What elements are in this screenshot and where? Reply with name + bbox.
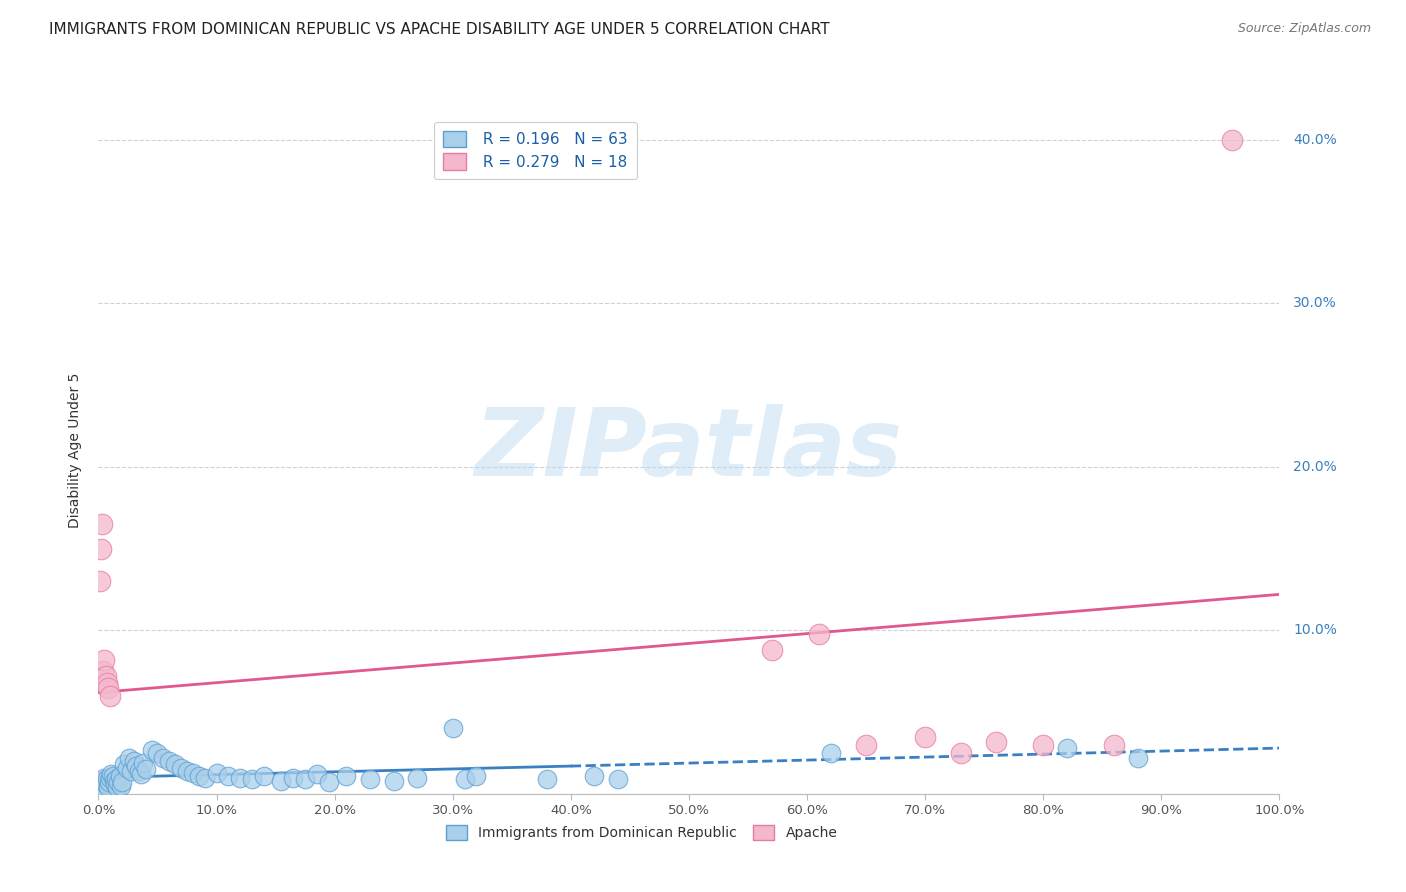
Point [855,738,877,752]
Text: 20.0%: 20.0% [1294,459,1337,474]
Point [1056,741,1078,756]
Point [122,754,145,768]
Point [90,779,112,793]
Text: ZIPatlas: ZIPatlas [475,404,903,497]
Point [194,771,217,785]
Point [465,769,488,783]
Point [100,767,122,781]
Point [283,771,305,785]
Point [165,757,187,772]
Point [94,669,117,683]
Point [108,769,131,783]
Point [1126,751,1149,765]
Point [382,773,405,788]
Text: 30.0%: 30.0% [1294,296,1337,310]
Point [1032,738,1054,752]
Point [583,769,606,783]
Point [914,730,936,744]
Point [91,775,114,789]
Point [125,759,148,773]
Point [115,761,138,775]
Point [253,769,276,783]
Point [229,771,252,785]
Point [105,780,128,795]
Point [294,772,316,787]
Text: Source: ZipAtlas.com: Source: ZipAtlas.com [1237,22,1371,36]
Point [94,777,117,791]
Point [105,772,128,787]
Point [90,541,112,556]
Point [949,746,972,760]
Point [98,771,121,785]
Point [110,779,132,793]
Point [984,734,1007,748]
Point [807,626,830,640]
Point [1220,133,1243,147]
Point [93,771,115,785]
Point [107,775,129,789]
Point [441,722,464,736]
Point [1102,738,1125,752]
Point [335,769,357,783]
Point [91,781,114,797]
Point [103,773,125,788]
Point [607,772,630,787]
Point [96,675,118,690]
Point [104,777,127,791]
Point [152,751,174,765]
Point [240,772,263,787]
Point [170,761,193,775]
Point [270,773,292,788]
Text: IMMIGRANTS FROM DOMINICAN REPUBLIC VS APACHE DISABILITY AGE UNDER 5 CORRELATION : IMMIGRANTS FROM DOMINICAN REPUBLIC VS AP… [49,22,830,37]
Point [112,757,135,772]
Point [305,767,328,781]
Text: 10.0%: 10.0% [1294,624,1337,638]
Point [187,769,209,783]
Point [97,780,120,795]
Point [135,762,157,776]
Point [132,756,155,770]
Text: 40.0%: 40.0% [1294,133,1337,147]
Point [97,681,120,695]
Y-axis label: Disability Age Under 5: Disability Age Under 5 [69,373,83,528]
Point [121,764,143,778]
Point [146,746,169,760]
Point [91,516,114,531]
Point [129,767,152,781]
Point [93,653,115,667]
Point [89,574,111,589]
Point [118,751,141,765]
Point [318,775,340,789]
Point [91,664,114,679]
Point [111,775,134,789]
Point [217,769,239,783]
Point [820,746,842,760]
Point [536,772,558,787]
Point [359,772,381,787]
Point [128,764,150,778]
Point [176,764,198,778]
Point [453,772,475,787]
Point [98,689,121,703]
Point [141,742,163,756]
Point [101,769,124,783]
Legend: Immigrants from Dominican Republic, Apache: Immigrants from Dominican Republic, Apac… [440,819,842,846]
Point [96,772,118,787]
Point [181,765,204,780]
Point [205,765,228,780]
Point [98,775,121,789]
Point [157,754,180,768]
Point [89,773,111,788]
Point [761,643,783,657]
Point [406,771,429,785]
